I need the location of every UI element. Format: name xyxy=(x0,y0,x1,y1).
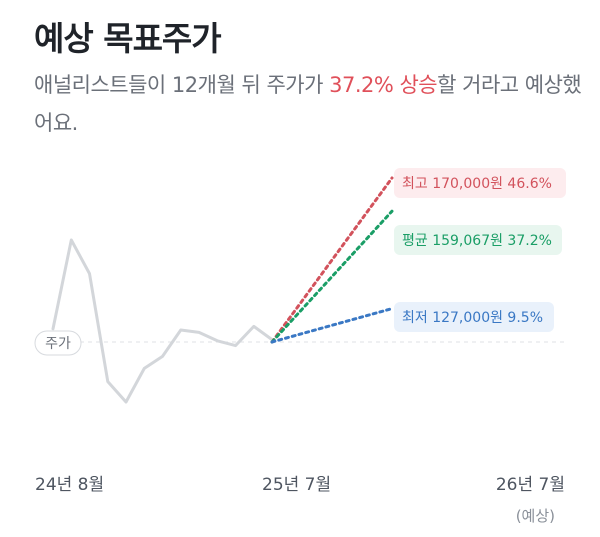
target-label-low: 최저 127,000원 9.5% xyxy=(394,302,554,332)
target-label-high: 최고 170,000원 46.6% xyxy=(394,168,566,198)
history-price-line xyxy=(51,238,274,404)
target-label-avg-text: 평균 159,067원 37.2% xyxy=(402,233,552,249)
page-subtitle: 애널리스트들이 12개월 뒤 주가가 37.2% 상승할 거라고 예상했어요. xyxy=(34,66,594,142)
x-tick-end-note: (예상) xyxy=(516,507,555,525)
projection-line-high xyxy=(270,176,394,344)
x-tick-start: 24년 8월 xyxy=(35,475,104,495)
price-label-pill: 주가 xyxy=(34,330,82,356)
page-title: 예상 목표주가 xyxy=(34,19,222,58)
projection-line-avg xyxy=(270,209,394,344)
x-tick-current: 25년 7월 xyxy=(262,475,331,495)
target-label-low-text: 최저 127,000원 9.5% xyxy=(402,310,543,326)
x-tick-end: 26년 7월 xyxy=(496,475,565,495)
price-label: 주가 xyxy=(45,336,71,352)
target-label-high-text: 최고 170,000원 46.6% xyxy=(402,176,552,192)
target-label-avg: 평균 159,067원 37.2% xyxy=(394,225,562,255)
subtitle-suffix: 할 거라고 예상했어요. xyxy=(34,73,582,135)
subtitle-highlight: 37.2% 상승 xyxy=(329,73,438,97)
subtitle-prefix: 애널리스트들이 12개월 뒤 주가가 xyxy=(34,73,330,97)
projection-line-low xyxy=(270,307,394,344)
